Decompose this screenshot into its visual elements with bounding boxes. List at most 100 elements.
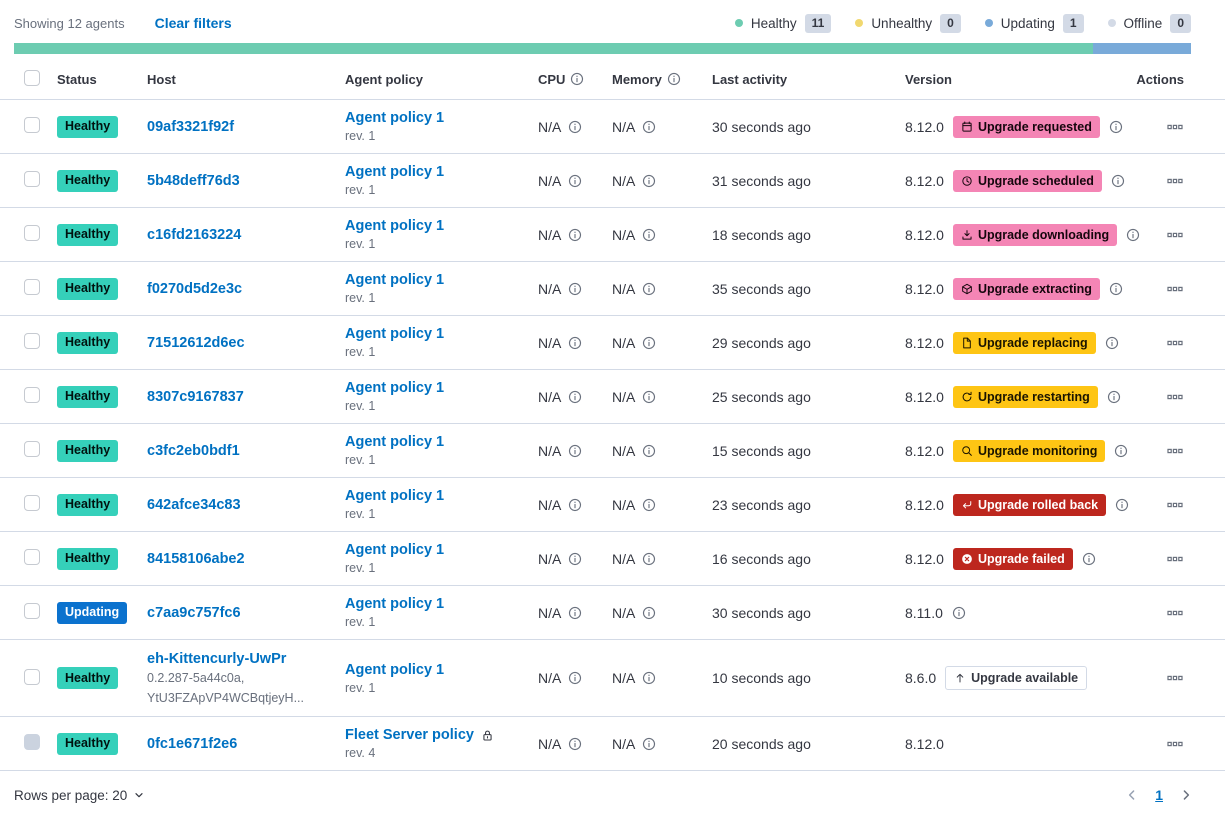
agent-actions-button[interactable] bbox=[1163, 601, 1187, 625]
info-icon[interactable] bbox=[568, 606, 582, 620]
agent-policy-link[interactable]: Agent policy 1 bbox=[345, 164, 445, 180]
legend-label: Unhealthy bbox=[871, 15, 933, 31]
info-icon[interactable] bbox=[1114, 444, 1128, 458]
rows-per-page-select[interactable]: Rows per page: 20 bbox=[14, 788, 145, 803]
info-icon[interactable] bbox=[642, 336, 656, 350]
table-header-row: Status Host Agent policy CPU Memory Last acti… bbox=[0, 60, 1225, 100]
info-icon[interactable] bbox=[642, 444, 656, 458]
info-icon[interactable] bbox=[642, 282, 656, 296]
agent-policy-link[interactable]: Agent policy 1 bbox=[345, 272, 445, 288]
agent-actions-button[interactable] bbox=[1163, 385, 1187, 409]
info-icon[interactable] bbox=[642, 120, 656, 134]
agent-policy-link[interactable]: Agent policy 1 bbox=[345, 218, 445, 234]
host-link[interactable]: f0270d5d2e3c bbox=[147, 281, 243, 297]
row-checkbox[interactable] bbox=[24, 333, 40, 349]
host-link[interactable]: 8307c9167837 bbox=[147, 389, 244, 405]
info-icon[interactable] bbox=[568, 336, 582, 350]
row-checkbox[interactable] bbox=[24, 668, 40, 685]
row-checkbox[interactable] bbox=[24, 495, 40, 511]
host-link[interactable]: 09af3321f92f bbox=[147, 119, 235, 135]
clear-filters-link[interactable]: Clear filters bbox=[154, 15, 232, 31]
info-icon[interactable] bbox=[642, 390, 656, 404]
info-icon[interactable] bbox=[568, 390, 582, 404]
info-icon[interactable] bbox=[642, 498, 656, 512]
policy-revision: rev. 1 bbox=[345, 291, 376, 305]
legend-item-offline[interactable]: Offline 0 bbox=[1107, 13, 1191, 33]
info-icon[interactable] bbox=[1115, 498, 1129, 512]
agent-policy-link[interactable]: Agent policy 1 bbox=[345, 380, 445, 396]
legend-item-healthy[interactable]: Healthy 11 bbox=[734, 13, 832, 33]
info-icon[interactable] bbox=[1082, 552, 1096, 566]
agent-actions-button[interactable] bbox=[1163, 277, 1187, 301]
host-link[interactable]: 71512612d6ec bbox=[147, 335, 245, 351]
host-link[interactable]: c7aa9c757fc6 bbox=[147, 605, 241, 621]
info-icon[interactable] bbox=[568, 671, 582, 685]
info-icon[interactable] bbox=[568, 282, 582, 296]
info-icon[interactable] bbox=[568, 737, 582, 751]
info-icon[interactable] bbox=[568, 174, 582, 188]
agent-actions-button[interactable] bbox=[1163, 331, 1187, 355]
host-link[interactable]: c16fd2163224 bbox=[147, 227, 242, 243]
info-icon[interactable] bbox=[568, 444, 582, 458]
info-icon[interactable] bbox=[952, 606, 966, 620]
info-icon[interactable] bbox=[570, 72, 584, 86]
row-checkbox[interactable] bbox=[24, 171, 40, 187]
agent-policy-link[interactable]: Agent policy 1 bbox=[345, 661, 445, 678]
info-icon[interactable] bbox=[642, 552, 656, 566]
info-icon[interactable] bbox=[642, 671, 656, 685]
last-activity-text: 20 seconds ago bbox=[712, 735, 811, 752]
page-number-1[interactable]: 1 bbox=[1155, 787, 1163, 803]
row-checkbox[interactable] bbox=[24, 387, 40, 403]
agent-actions-button[interactable] bbox=[1163, 493, 1187, 517]
info-icon[interactable] bbox=[568, 120, 582, 134]
upgrade-status-badge: Upgrade replacing bbox=[952, 331, 1096, 354]
host-link[interactable]: 84158106abe2 bbox=[147, 551, 245, 567]
agent-policy-link[interactable]: Agent policy 1 bbox=[345, 326, 445, 342]
info-icon[interactable] bbox=[1107, 390, 1121, 404]
info-icon[interactable] bbox=[568, 552, 582, 566]
info-icon[interactable] bbox=[568, 228, 582, 242]
info-icon[interactable] bbox=[568, 498, 582, 512]
agent-policy-link[interactable]: Agent policy 1 bbox=[345, 434, 445, 450]
agent-policy-link[interactable]: Agent policy 1 bbox=[345, 542, 445, 558]
policy-revision: rev. 1 bbox=[345, 129, 376, 143]
info-icon[interactable] bbox=[1111, 174, 1125, 188]
legend-item-updating[interactable]: Updating 1 bbox=[984, 13, 1084, 33]
agent-policy-link[interactable]: Fleet Server policy bbox=[345, 727, 474, 743]
agent-actions-button[interactable] bbox=[1163, 439, 1187, 463]
info-icon[interactable] bbox=[642, 606, 656, 620]
row-checkbox[interactable] bbox=[24, 549, 40, 565]
info-icon[interactable] bbox=[642, 228, 656, 242]
host-link[interactable]: 642afce34c83 bbox=[147, 497, 241, 513]
select-all-checkbox[interactable] bbox=[24, 70, 40, 86]
next-page-button[interactable] bbox=[1177, 786, 1195, 804]
agent-actions-button[interactable] bbox=[1163, 547, 1187, 571]
info-icon[interactable] bbox=[1109, 282, 1123, 296]
info-icon[interactable] bbox=[667, 72, 681, 86]
agent-policy-link[interactable]: Agent policy 1 bbox=[345, 596, 445, 612]
host-link[interactable]: 5b48deff76d3 bbox=[147, 173, 240, 189]
host-link[interactable]: c3fc2eb0bdf1 bbox=[147, 443, 240, 459]
agent-actions-button[interactable] bbox=[1163, 732, 1187, 756]
prev-page-button[interactable] bbox=[1123, 786, 1141, 804]
agent-actions-button[interactable] bbox=[1163, 169, 1187, 193]
row-checkbox[interactable] bbox=[24, 441, 40, 457]
host-link[interactable]: eh-Kittencurly-UwPr bbox=[147, 651, 287, 667]
row-checkbox[interactable] bbox=[24, 603, 40, 619]
info-icon[interactable] bbox=[1105, 336, 1119, 350]
agent-actions-button[interactable] bbox=[1163, 115, 1187, 139]
agent-policy-link[interactable]: Agent policy 1 bbox=[345, 488, 445, 504]
agent-actions-button[interactable] bbox=[1163, 666, 1187, 690]
row-checkbox[interactable] bbox=[24, 279, 40, 295]
info-icon[interactable] bbox=[642, 174, 656, 188]
agent-actions-button[interactable] bbox=[1163, 223, 1187, 247]
legend-item-unhealthy[interactable]: Unhealthy 0 bbox=[855, 13, 961, 33]
info-icon[interactable] bbox=[642, 737, 656, 751]
host-link[interactable]: 0fc1e671f2e6 bbox=[147, 736, 238, 752]
memory-value: N/A bbox=[612, 496, 636, 513]
agent-policy-link[interactable]: Agent policy 1 bbox=[345, 110, 445, 126]
row-checkbox[interactable] bbox=[24, 225, 40, 241]
row-checkbox[interactable] bbox=[24, 117, 40, 133]
info-icon[interactable] bbox=[1126, 228, 1140, 242]
info-icon[interactable] bbox=[1109, 120, 1123, 134]
